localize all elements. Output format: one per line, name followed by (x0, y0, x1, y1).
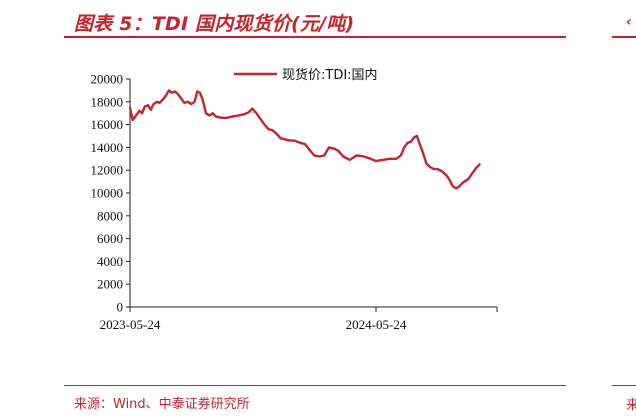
neighbor-title-rule (612, 36, 636, 38)
source-note: 来源：Wind、中泰证券研究所 (74, 397, 250, 412)
x-tick-label: 2024-05-24 (346, 317, 407, 332)
y-tick-label: 16000 (91, 117, 124, 132)
y-tick-label: 0 (117, 300, 124, 315)
legend-label: 现货价:TDI:国内 (282, 67, 378, 83)
neighbor-source-fragment: 来 (626, 398, 636, 413)
chart-legend: 现货价:TDI:国内 (234, 67, 378, 83)
figure-title: 图表 5：TDI 国内现货价(元/吨) (74, 13, 355, 35)
y-tick-label: 18000 (91, 94, 124, 109)
series-layer (128, 89, 481, 190)
x-tick-label: 2023-05-24 (100, 317, 161, 332)
title-rule (64, 36, 566, 38)
y-tick-label: 6000 (97, 231, 123, 246)
y-tick-label: 10000 (91, 186, 124, 201)
source-rule (64, 385, 566, 386)
neighbor-title-fragment: ‹ (626, 14, 632, 30)
y-tick-label: 2000 (97, 277, 123, 292)
y-tick-label: 8000 (97, 208, 123, 223)
y-tick-label: 4000 (97, 254, 123, 269)
series-line-tdi (128, 89, 481, 190)
y-tick-label: 14000 (91, 140, 124, 155)
neighbor-source-rule (612, 385, 636, 386)
y-tick-label: 12000 (91, 163, 124, 178)
x-axis: 2023-05-24 2024-05-24 (100, 306, 498, 332)
y-tick-label: 20000 (91, 72, 124, 87)
y-axis: 0 2000 4000 6000 8000 10000 12000 14000 16000 180… (91, 72, 131, 315)
